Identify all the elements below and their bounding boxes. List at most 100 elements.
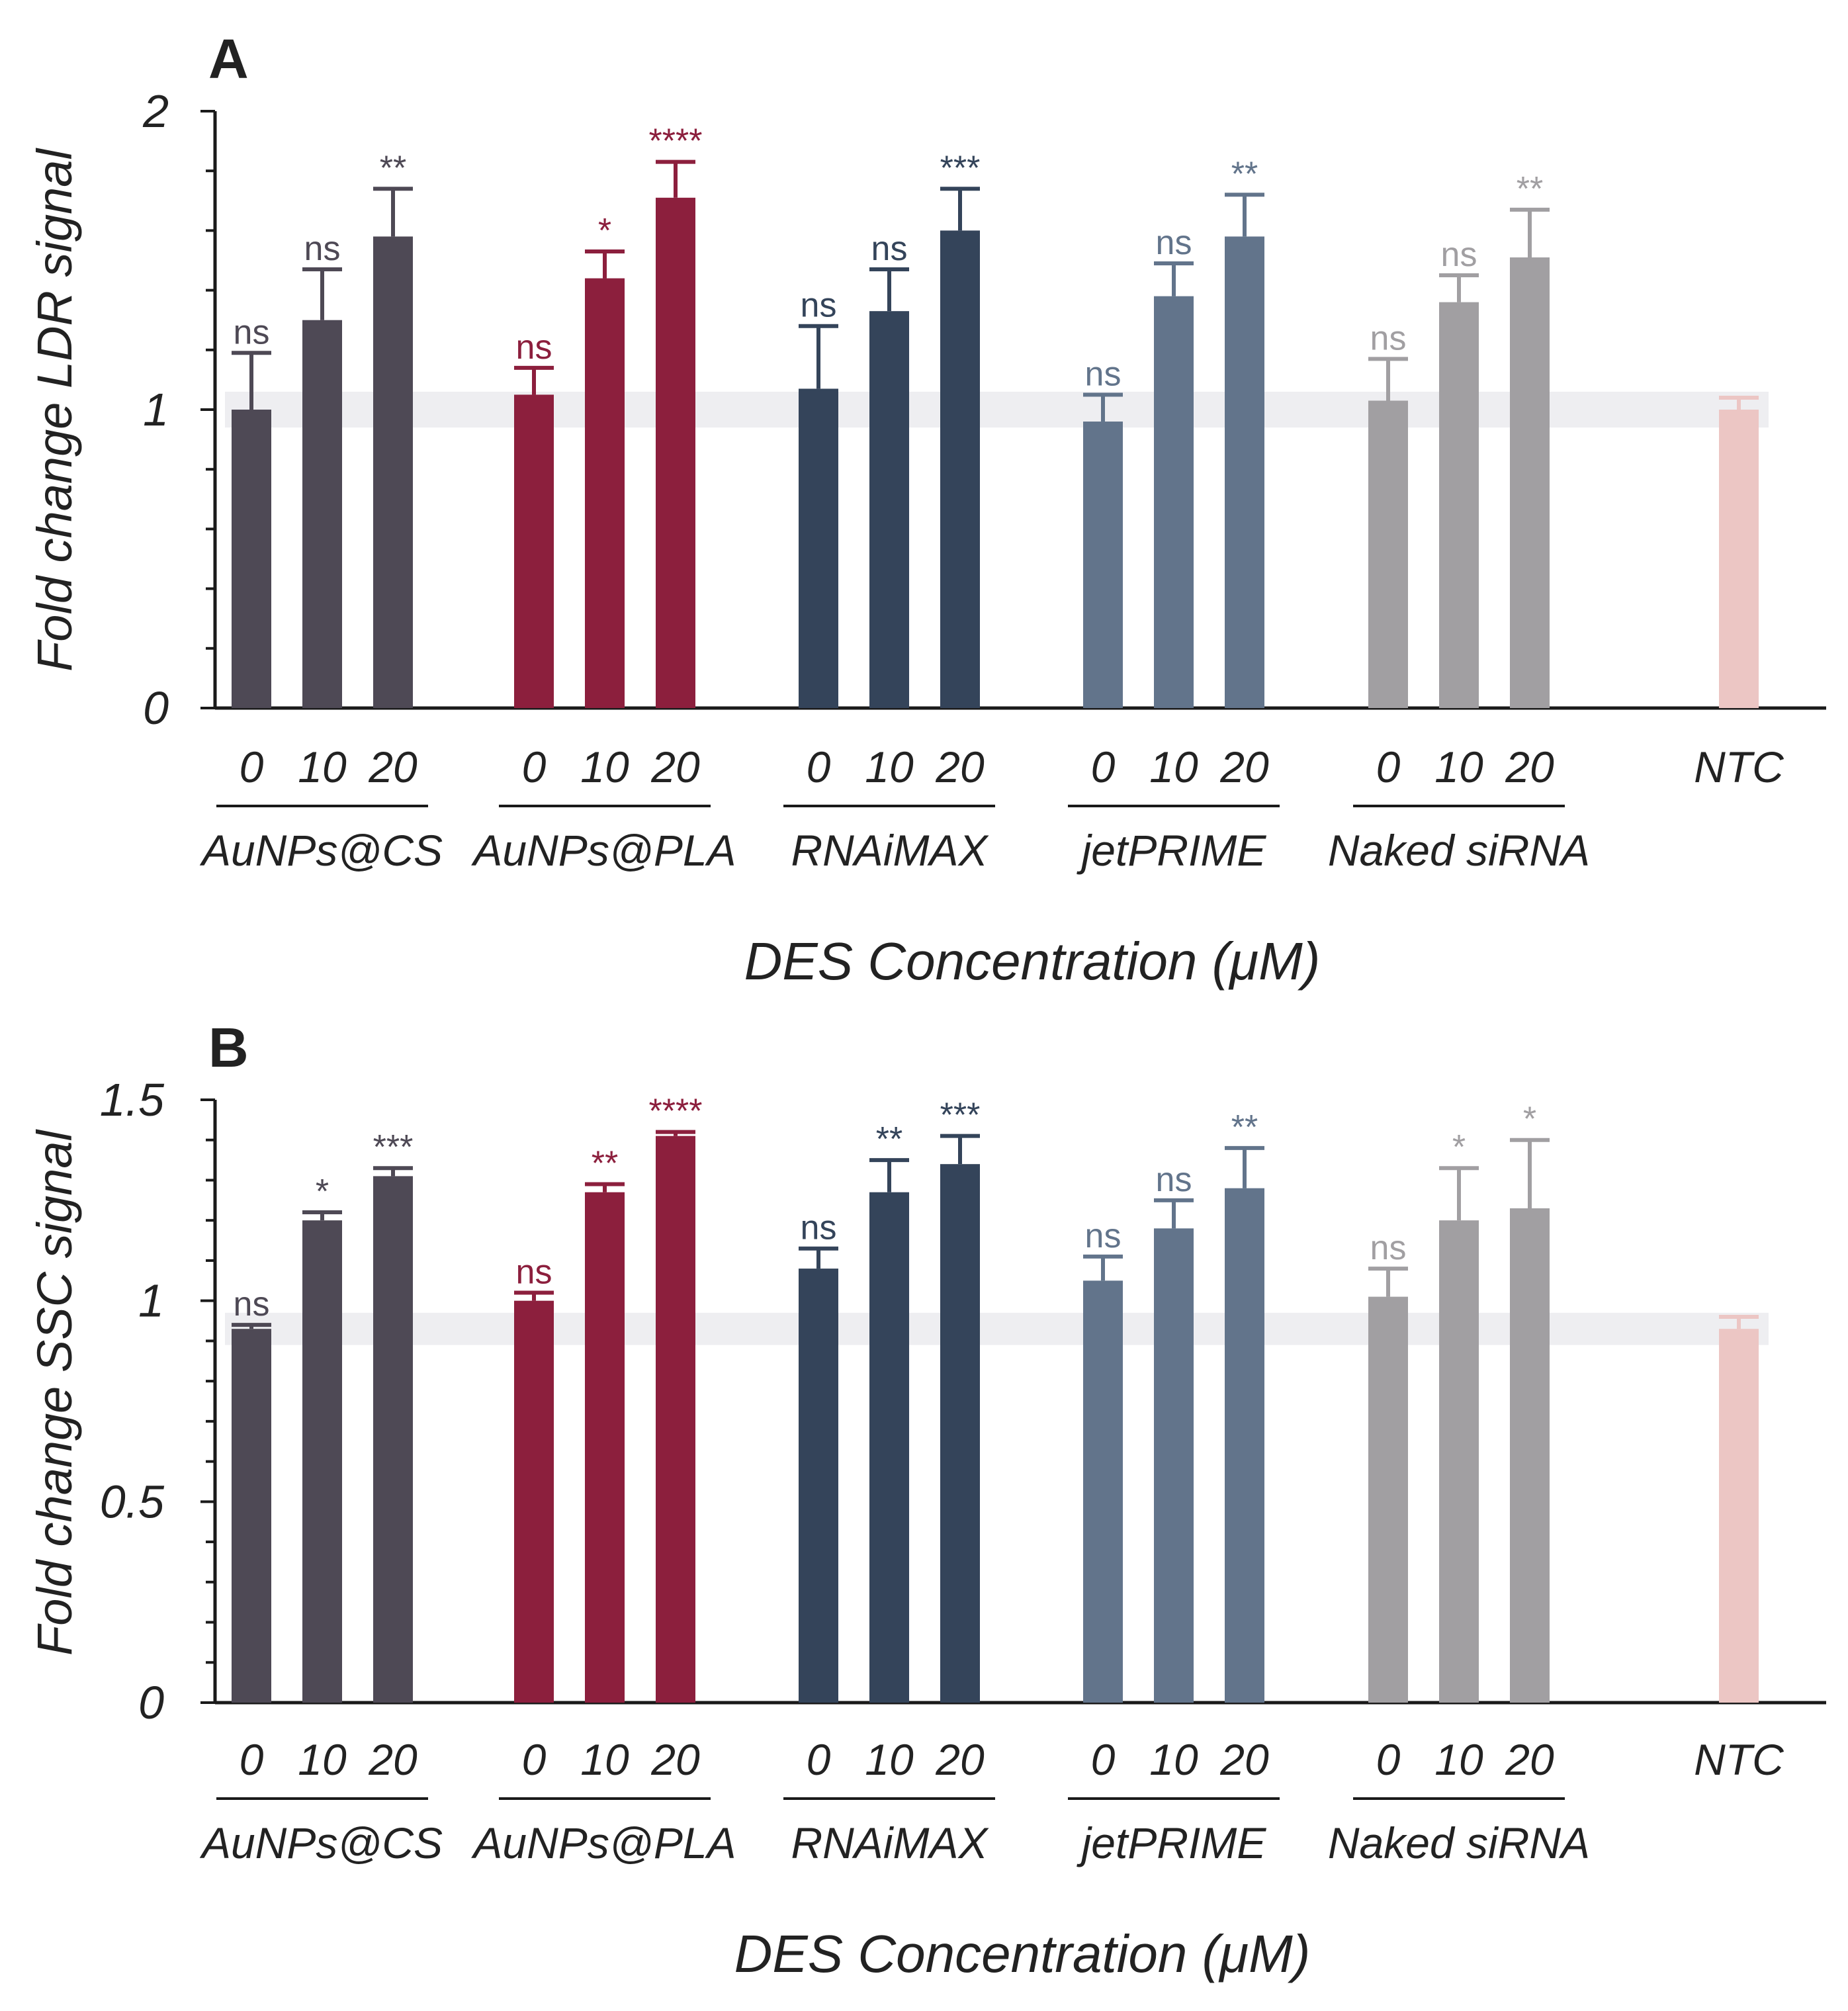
significance-label: *	[1523, 1100, 1536, 1139]
significance-label: *	[316, 1173, 329, 1211]
panel-B: B 0 0.5 1 1.5 Fold change SSC signal DES Conce…	[27, 1016, 1826, 1983]
significance-label: ns	[1370, 319, 1407, 357]
group-label: Naked siRNA	[1328, 826, 1590, 875]
significance-label: ns	[516, 328, 552, 367]
x-tick-label: 20	[1219, 742, 1269, 791]
bar-group: ns 0 ns 10 ** 20 Naked siRNA	[1328, 170, 1590, 875]
x-tick-label: 20	[935, 1735, 985, 1784]
group-label: jetPRIME	[1077, 826, 1267, 875]
group-label: RNAiMAX	[791, 1818, 989, 1867]
significance-label: ns	[516, 1253, 552, 1292]
bar	[1225, 1188, 1264, 1703]
x-tick-label: NTC	[1694, 1735, 1784, 1784]
bar	[373, 1176, 413, 1703]
significance-label: **	[1231, 155, 1258, 193]
panel-letter: B	[208, 1016, 249, 1079]
significance-label: ns	[1085, 355, 1122, 393]
x-tick-label: 20	[368, 742, 418, 791]
x-tick-label: 20	[1219, 1735, 1269, 1784]
bar	[1368, 400, 1408, 708]
group-label: AuNPs@PLA	[470, 826, 736, 875]
group-label: RNAiMAX	[791, 826, 989, 875]
x-tick-label: 10	[1434, 1735, 1483, 1784]
bar	[1083, 1280, 1123, 1703]
bar	[799, 1269, 838, 1703]
y-axis-label: Fold change LDR signal	[27, 148, 82, 672]
bar	[1439, 302, 1479, 708]
y-tick-label: 1	[138, 1275, 164, 1327]
x-tick-label: 0	[522, 742, 547, 791]
panel-letter: A	[208, 28, 249, 90]
group-label: Naked siRNA	[1328, 1818, 1590, 1867]
bar-group: ns 0 ns 10 ** 20 jetPRIME	[1068, 155, 1280, 875]
x-tick-label: 0	[522, 1735, 547, 1784]
bar	[1719, 410, 1759, 708]
group-label: AuNPs@CS	[199, 1818, 443, 1867]
significance-label: ns	[234, 1285, 270, 1323]
bar	[232, 1329, 271, 1703]
bar	[514, 1300, 554, 1703]
bar	[940, 1164, 980, 1703]
significance-label: ns	[871, 230, 908, 268]
panel-A: A 0 1 2 Fold change LDR signal DES Concentrat…	[27, 28, 1826, 991]
x-tick-label: 0	[1091, 1735, 1116, 1784]
bar-group: ns 0 ns 10 *** 20 RNAiMAX	[783, 149, 995, 875]
significance-label: ns	[1156, 224, 1192, 262]
bar-group: ns 0 ns 10 ** 20 jetPRIME	[1068, 1108, 1280, 1867]
x-tick-label: 20	[935, 742, 985, 791]
x-tick-label: 10	[580, 742, 629, 791]
bar-group: ns 0 ** 10 *** 20 RNAiMAX	[783, 1096, 995, 1867]
x-tick-label: 0	[807, 742, 831, 791]
significance-label: **	[592, 1145, 618, 1183]
bar	[799, 388, 838, 708]
y-tick-label: 0	[138, 1677, 164, 1728]
bar	[869, 311, 909, 708]
bar	[1439, 1220, 1479, 1703]
bar	[1154, 1228, 1194, 1703]
x-tick-label: NTC	[1694, 742, 1784, 791]
bar	[1368, 1296, 1408, 1703]
x-axis-label: DES Concentration (μM)	[734, 1924, 1311, 1983]
y-tick-label: 2	[142, 85, 169, 137]
bar	[1225, 236, 1264, 708]
x-tick-label: 10	[865, 742, 914, 791]
significance-label: ns	[1156, 1161, 1192, 1199]
x-tick-label: 20	[368, 1735, 418, 1784]
y-tick-label: 1.5	[100, 1074, 165, 1126]
x-tick-label: 0	[240, 1735, 264, 1784]
x-tick-label: 0	[1091, 742, 1116, 791]
y-tick-label: 0	[143, 682, 169, 734]
y-tick-label: 0.5	[100, 1476, 165, 1527]
significance-label: *	[598, 212, 611, 250]
y-tick-label: 1	[143, 384, 169, 435]
significance-label: ****	[649, 122, 703, 161]
x-tick-label: 10	[1149, 742, 1198, 791]
bar	[585, 278, 625, 708]
x-tick-label: 20	[650, 742, 700, 791]
bar	[1510, 1208, 1550, 1703]
significance-label: ns	[801, 287, 837, 325]
significance-label: **	[876, 1120, 902, 1159]
y-axis-label: Fold change SSC signal	[27, 1128, 82, 1655]
bar	[1719, 1329, 1759, 1703]
bar	[232, 410, 271, 708]
significance-label: ns	[234, 313, 270, 351]
bar-group: ns 0 ns 10 ** 20 AuNPs@CS	[199, 149, 443, 875]
bar	[869, 1192, 909, 1703]
x-axis-label: DES Concentration (μM)	[744, 932, 1321, 991]
x-tick-label: 10	[1434, 742, 1483, 791]
bar-group: NTC	[1694, 395, 1784, 791]
x-tick-label: 0	[1376, 1735, 1401, 1784]
bar-group: NTC	[1694, 1314, 1784, 1784]
group-label: AuNPs@CS	[199, 826, 443, 875]
group-label: jetPRIME	[1077, 1818, 1267, 1867]
bar	[373, 236, 413, 708]
x-tick-label: 10	[1149, 1735, 1198, 1784]
x-tick-label: 20	[1505, 1735, 1554, 1784]
bar-group: ns 0 * 10 * 20 Naked siRNA	[1328, 1100, 1590, 1867]
bar	[514, 394, 554, 708]
significance-label: **	[1231, 1108, 1258, 1147]
significance-label: ns	[801, 1209, 837, 1247]
bar-group: ns 0 * 10 **** 20 AuNPs@PLA	[470, 122, 736, 875]
x-tick-label: 20	[1505, 742, 1554, 791]
